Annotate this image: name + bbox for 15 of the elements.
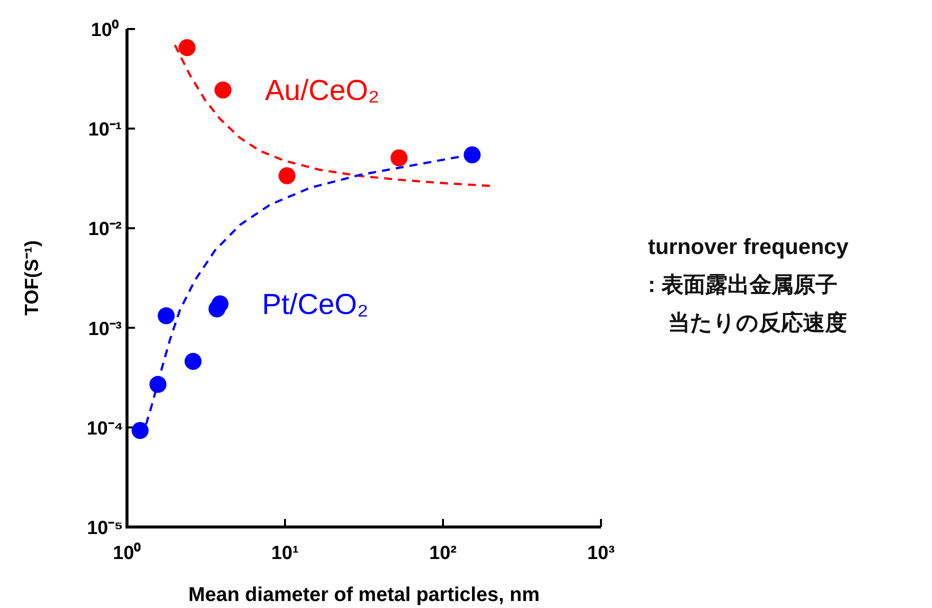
y-tick-label: 10⁻¹ — [88, 120, 122, 141]
x-axis-title: Mean diameter of metal particles, nm — [188, 584, 540, 606]
text: : 表面露出金属原子 — [648, 272, 838, 297]
y-tick-label: 10⁻² — [88, 219, 122, 240]
x-tick-label: 10² — [429, 543, 457, 564]
text: turnover frequency — [648, 234, 850, 259]
x-tick-label: 10⁰ — [112, 542, 142, 564]
x-tick-label: 10¹ — [271, 543, 299, 564]
y-tick-label: 10⁻³ — [88, 318, 122, 340]
text: 当たりの反応速度 — [668, 310, 847, 335]
y-tick-label: 10⁻⁵ — [86, 518, 124, 539]
y-axis-title: TOF(S⁻¹) — [22, 240, 43, 316]
y-tick-label: 10⁰ — [90, 19, 120, 41]
y-tick-label: 10⁻⁴ — [86, 418, 124, 440]
x-tick-label: 10³ — [587, 543, 615, 564]
